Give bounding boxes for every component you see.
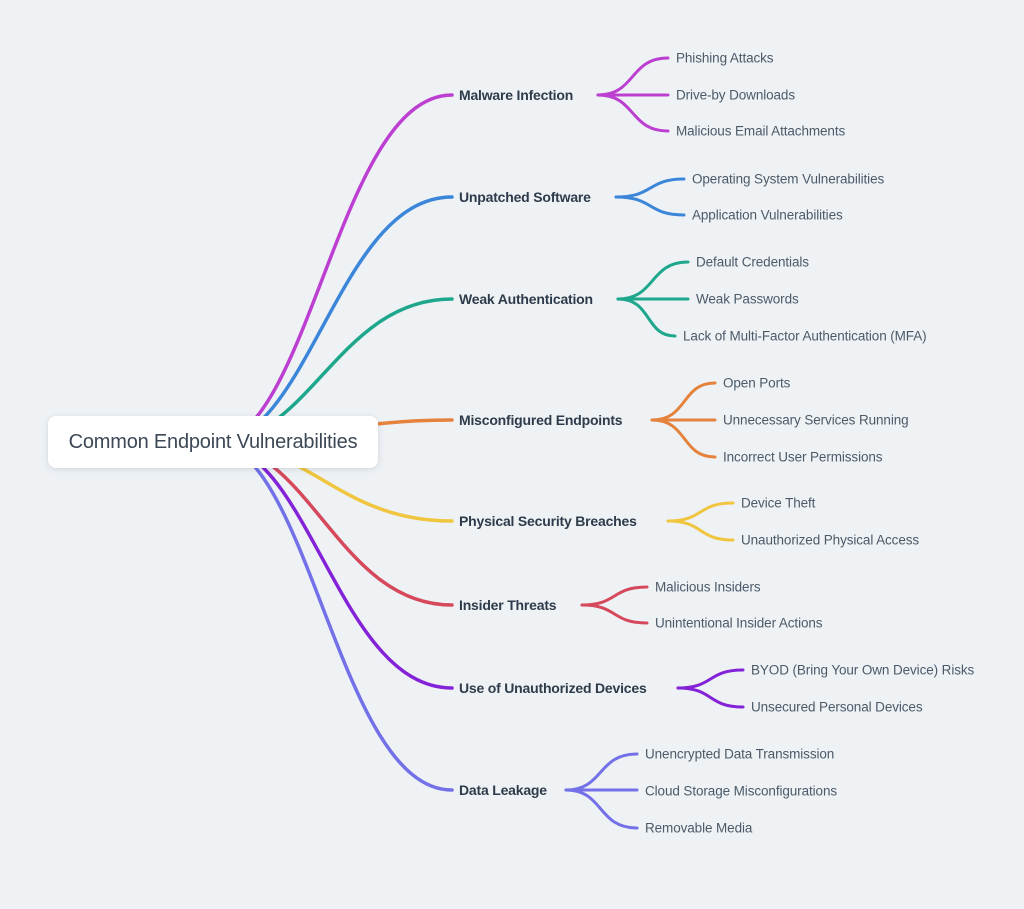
leaf-unintentional-insider-actions: Unintentional Insider Actions bbox=[655, 615, 823, 631]
edge-root-malware-infection bbox=[211, 93, 454, 445]
leaf-cloud-storage-misconfigurations: Cloud Storage Misconfigurations bbox=[645, 783, 838, 799]
edge-insider-malicious-insiders bbox=[580, 585, 649, 607]
edge-physical-device-theft bbox=[666, 501, 735, 523]
leaf-open-ports: Open Ports bbox=[723, 375, 791, 391]
edge-malware-phishing-attacks bbox=[596, 56, 670, 97]
edge-root-use-of-unauthorized-devices bbox=[211, 441, 454, 690]
leaf-malicious-email-attachments: Malicious Email Attachments bbox=[676, 123, 846, 139]
branch-unpatched-software: Unpatched Software bbox=[459, 189, 591, 205]
leaf-drive-by-downloads: Drive-by Downloads bbox=[676, 87, 795, 103]
leaf-unauthorized-physical-access: Unauthorized Physical Access bbox=[741, 532, 920, 548]
edge-unauthdev-unsecured-personal bbox=[676, 686, 745, 709]
edge-dataleak-unencrypted-transmission bbox=[564, 752, 639, 792]
edge-root-data-leakage bbox=[211, 441, 454, 792]
leaf-unencrypted-data-transmission: Unencrypted Data Transmission bbox=[645, 746, 835, 762]
leaf-lack-of-mfa: Lack of Multi-Factor Authentication (MFA… bbox=[683, 328, 927, 344]
branch-data-leakage: Data Leakage bbox=[459, 782, 547, 798]
leaf-incorrect-user-permissions: Incorrect User Permissions bbox=[723, 449, 883, 465]
leaf-phishing-attacks: Phishing Attacks bbox=[676, 50, 774, 66]
edge-unpatched-application-vulnerabilities bbox=[614, 195, 686, 217]
edge-unpatched-os-vulnerabilities bbox=[614, 177, 686, 199]
branch-physical-security-breaches: Physical Security Breaches bbox=[459, 513, 637, 529]
branch-insider-threats: Insider Threats bbox=[459, 597, 557, 613]
leaf-weak-passwords: Weak Passwords bbox=[696, 291, 799, 307]
leaf-default-credentials: Default Credentials bbox=[696, 254, 809, 270]
branch-use-of-unauthorized-devices: Use of Unauthorized Devices bbox=[459, 680, 647, 696]
branch-malware-infection: Malware Infection bbox=[459, 87, 574, 103]
branch-misconfigured-endpoints: Misconfigured Endpoints bbox=[459, 412, 623, 428]
leaf-device-theft: Device Theft bbox=[741, 495, 816, 511]
edge-insider-unintentional-actions bbox=[580, 603, 649, 625]
root-node-label: Common Endpoint Vulnerabilities bbox=[68, 430, 358, 453]
root-node: Common Endpoint Vulnerabilities bbox=[48, 416, 378, 468]
leaf-unsecured-personal-devices: Unsecured Personal Devices bbox=[751, 699, 923, 715]
edge-weakauth-lack-of-mfa bbox=[616, 297, 677, 338]
edge-unauthdev-byod-risks bbox=[676, 668, 745, 690]
edge-physical-unauthorized-access bbox=[666, 519, 735, 542]
leaf-unnecessary-services-running: Unnecessary Services Running bbox=[723, 412, 909, 428]
branch-weak-authentication: Weak Authentication bbox=[459, 291, 593, 307]
leaf-malicious-insiders: Malicious Insiders bbox=[655, 579, 761, 595]
edge-root-unpatched-software bbox=[211, 195, 454, 445]
edge-malware-malicious-email-attachments bbox=[596, 93, 670, 133]
edge-misconfigured-open-ports bbox=[650, 381, 717, 422]
edge-dataleak-removable-media bbox=[564, 788, 639, 830]
leaf-byod-risks: BYOD (Bring Your Own Device) Risks bbox=[751, 662, 975, 678]
edge-weakauth-default-credentials bbox=[616, 260, 690, 301]
leaf-operating-system-vulnerabilities: Operating System Vulnerabilities bbox=[692, 171, 885, 187]
leaf-removable-media: Removable Media bbox=[645, 820, 753, 836]
edge-misconfigured-incorrect-permissions bbox=[650, 418, 717, 459]
leaf-application-vulnerabilities: Application Vulnerabilities bbox=[692, 207, 843, 223]
